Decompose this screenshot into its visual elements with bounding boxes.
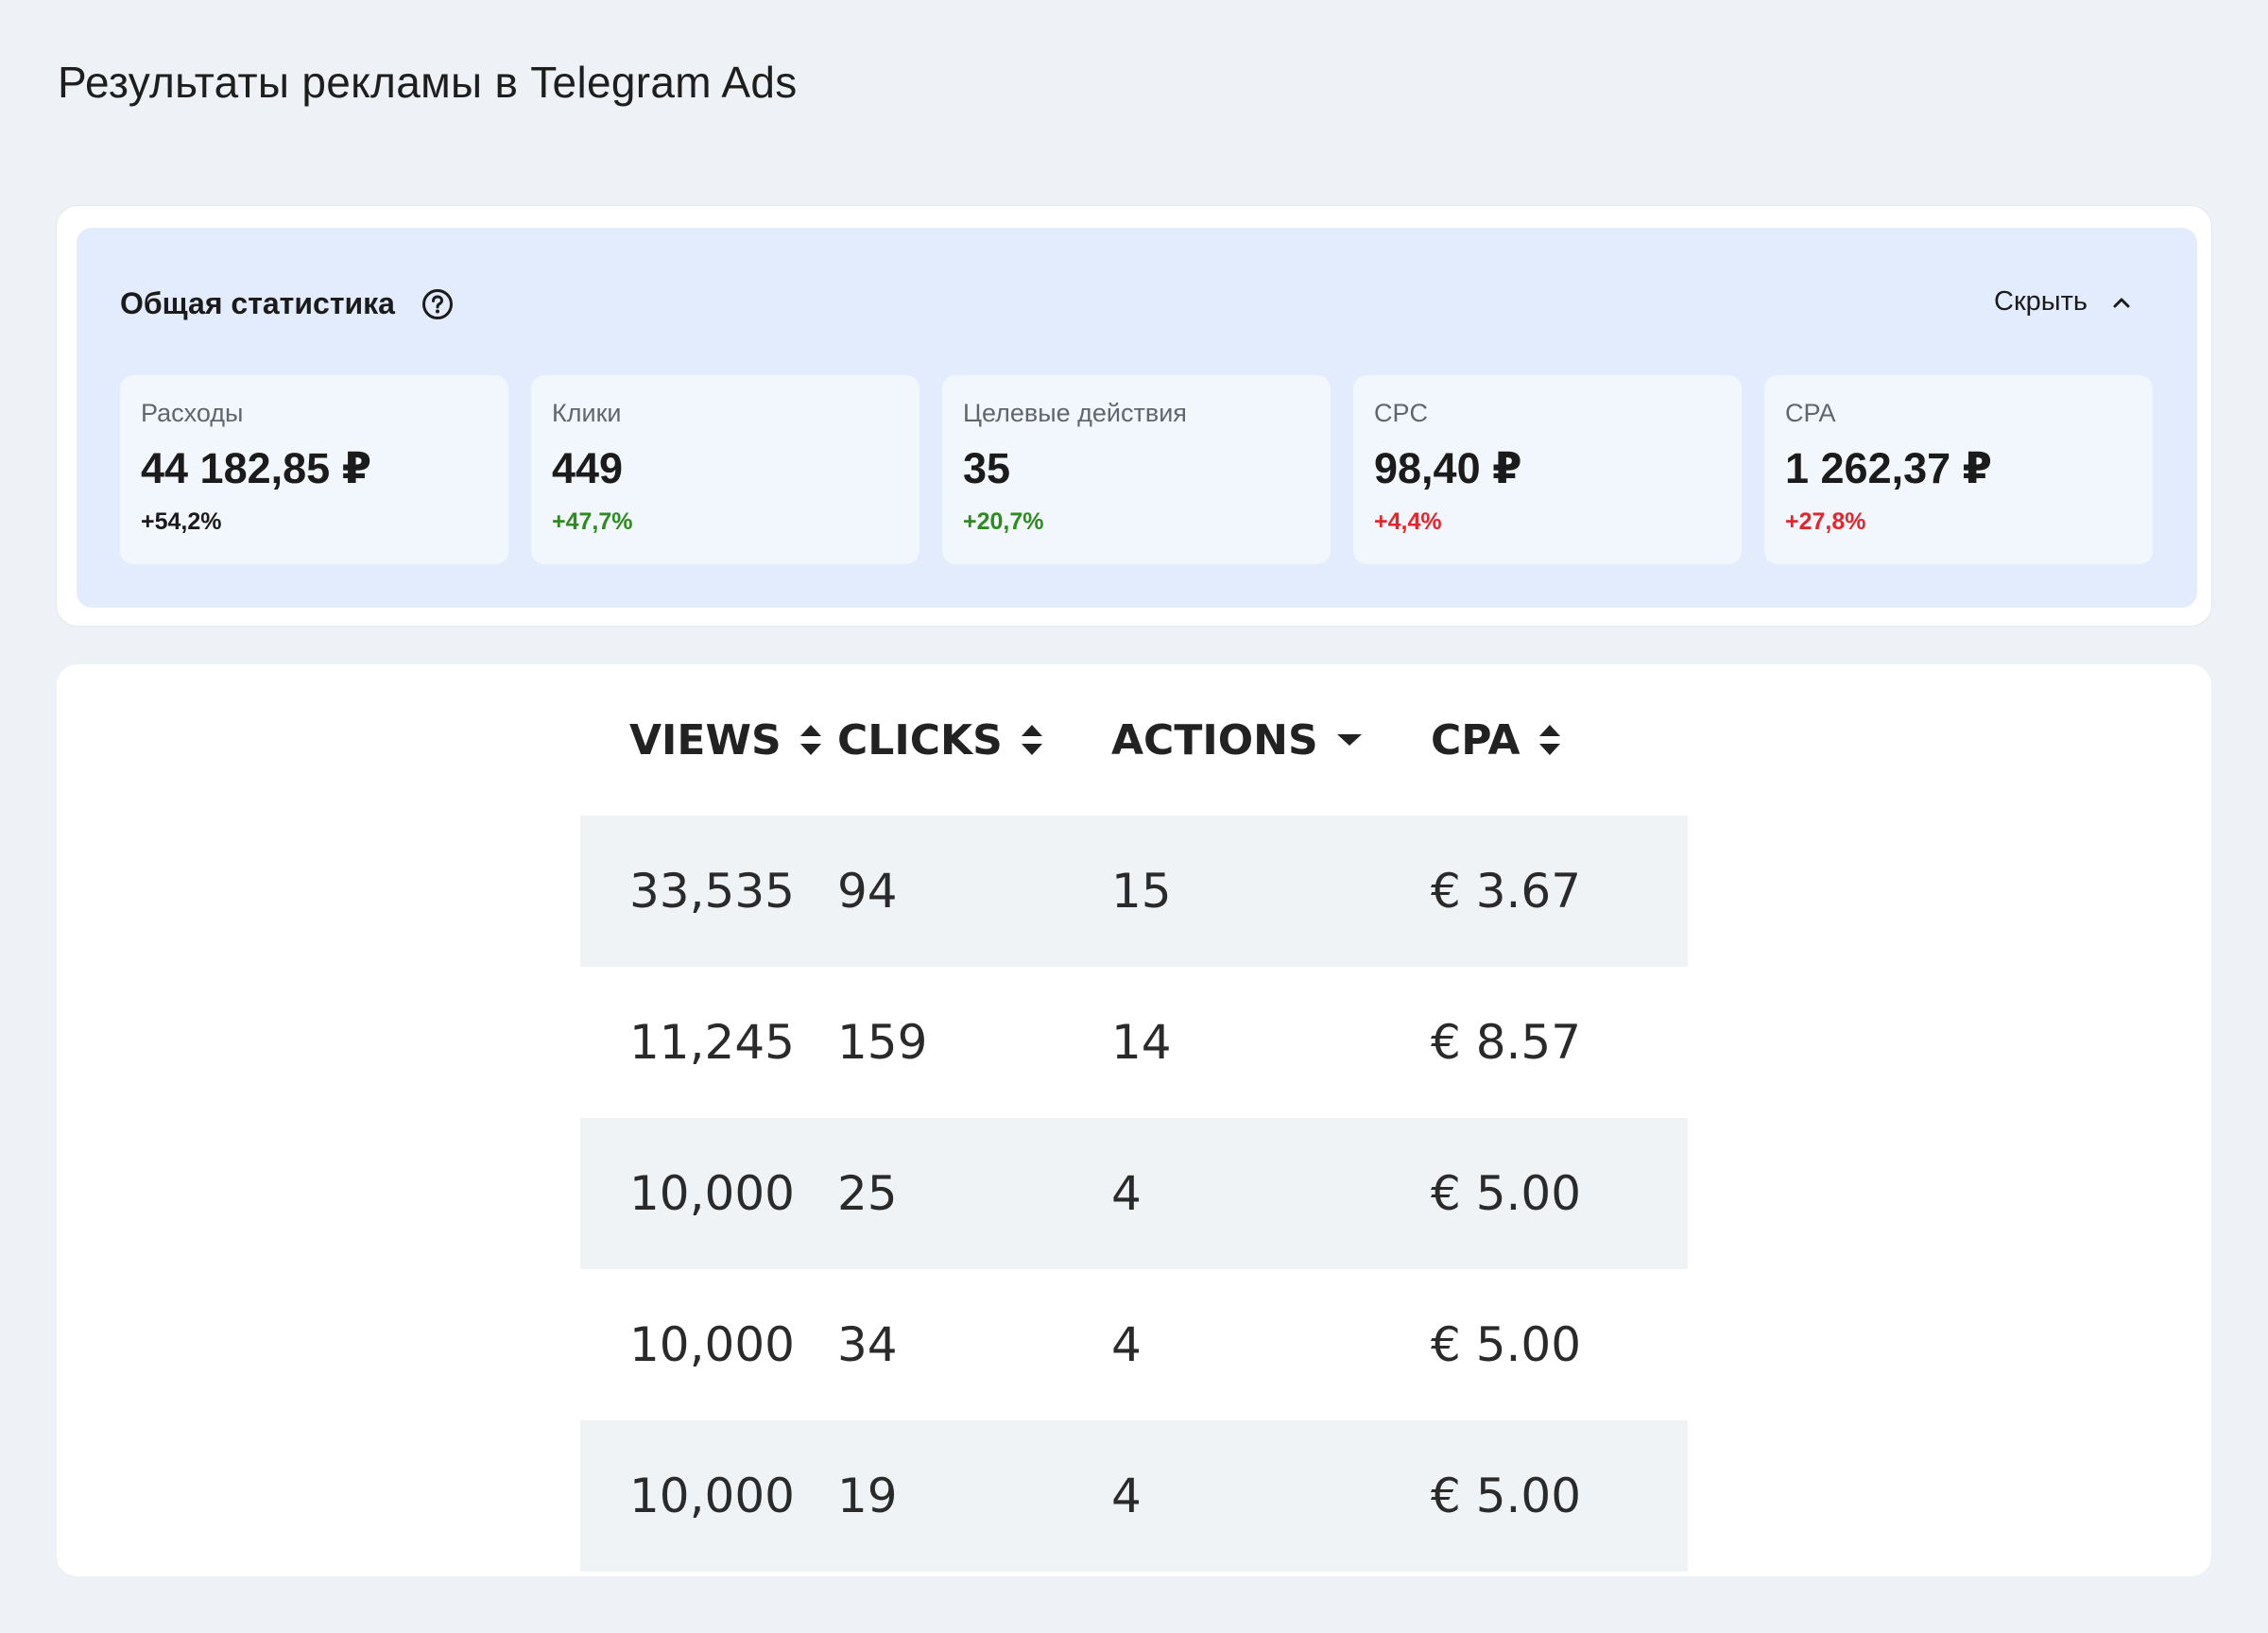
cell-cpa: € 5.00 xyxy=(1431,1469,1582,1523)
cell-clicks: 94 xyxy=(837,864,898,919)
cell-clicks: 159 xyxy=(837,1015,928,1070)
table-row: 10,000 19 4 € 5.00 xyxy=(580,1420,1688,1572)
hide-stats-toggle[interactable]: Скрыть xyxy=(1994,286,2135,318)
stat-card-label: Целевые действия xyxy=(963,399,1187,427)
column-header-views[interactable]: VIEWS xyxy=(580,716,837,765)
table-row: 11,245 159 14 € 8.57 xyxy=(580,967,1688,1118)
stats-title: Общая статистика xyxy=(120,286,395,320)
sort-both-icon xyxy=(1538,723,1562,757)
stat-card-value: 35 xyxy=(963,444,1011,492)
stats-panel-inner: Общая статистика Скрыть Расходы 44 182,8… xyxy=(77,228,2197,608)
column-header-label: CPA xyxy=(1431,715,1521,765)
column-header-label: CLICKS xyxy=(837,715,1003,765)
sort-desc-icon xyxy=(1335,723,1364,757)
cell-clicks: 19 xyxy=(837,1469,898,1523)
column-header-label: ACTIONS xyxy=(1111,715,1318,765)
cell-actions: 4 xyxy=(1111,1469,1142,1523)
sort-both-icon xyxy=(1020,723,1044,757)
table-header: VIEWS CLICKS ACTIONS CPA xyxy=(580,664,1688,816)
cell-cpa: € 5.00 xyxy=(1431,1317,1582,1372)
stat-card-delta: +54,2% xyxy=(141,508,222,535)
cell-cpa: € 8.57 xyxy=(1431,1015,1582,1070)
stats-cards: Расходы 44 182,85 ₽ +54,2% Клики 449 +47… xyxy=(120,375,2153,564)
cell-cpa: € 5.00 xyxy=(1431,1166,1582,1221)
stat-card-delta: +47,7% xyxy=(552,508,633,535)
stat-card-value: 1 262,37 ₽ xyxy=(1785,444,1992,492)
cell-views: 10,000 xyxy=(629,1469,795,1523)
stats-panel: Общая статистика Скрыть Расходы 44 182,8… xyxy=(57,206,2211,626)
cell-actions: 4 xyxy=(1111,1166,1142,1221)
stat-card-label: Расходы xyxy=(141,399,244,427)
column-header-actions[interactable]: ACTIONS xyxy=(1111,716,1431,765)
cell-actions: 4 xyxy=(1111,1317,1142,1372)
results-table-card: VIEWS CLICKS ACTIONS CPA xyxy=(57,664,2211,1576)
table-row: 10,000 25 4 € 5.00 xyxy=(580,1118,1688,1269)
table-row: 33,535 94 15 € 3.67 xyxy=(580,816,1688,967)
stat-card-value: 44 182,85 ₽ xyxy=(141,444,372,492)
stat-card-label: CPA xyxy=(1785,399,1836,427)
cell-views: 10,000 xyxy=(629,1317,795,1372)
column-header-cpa[interactable]: CPA xyxy=(1431,716,1688,765)
stat-card-label: Клики xyxy=(552,399,622,427)
sort-both-icon xyxy=(799,723,823,757)
stat-card-spend: Расходы 44 182,85 ₽ +54,2% xyxy=(120,375,508,564)
stat-card-delta: +4,4% xyxy=(1374,508,1442,535)
cell-views: 10,000 xyxy=(629,1166,795,1221)
cell-cpa: € 3.67 xyxy=(1431,864,1582,919)
cell-clicks: 34 xyxy=(837,1317,898,1372)
stat-card-value: 449 xyxy=(552,444,624,492)
column-header-label: VIEWS xyxy=(629,715,782,765)
table-row: 10,000 34 4 € 5.00 xyxy=(580,1269,1688,1420)
page-title: Результаты рекламы в Telegram Ads xyxy=(58,58,798,107)
hide-label: Скрыть xyxy=(1994,286,2088,317)
stat-card-label: CPC xyxy=(1374,399,1429,427)
question-circle-icon[interactable] xyxy=(421,288,454,320)
stat-card-actions: Целевые действия 35 +20,7% xyxy=(942,375,1331,564)
results-table: VIEWS CLICKS ACTIONS CPA xyxy=(580,664,1688,1572)
cell-actions: 15 xyxy=(1111,864,1172,919)
chevron-up-icon xyxy=(2108,289,2135,316)
stat-card-delta: +20,7% xyxy=(963,508,1044,535)
stat-card-cpa: CPA 1 262,37 ₽ +27,8% xyxy=(1764,375,2153,564)
stat-card-clicks: Клики 449 +47,7% xyxy=(531,375,919,564)
stat-card-cpc: CPC 98,40 ₽ +4,4% xyxy=(1353,375,1742,564)
stat-card-delta: +27,8% xyxy=(1785,508,1866,535)
column-header-clicks[interactable]: CLICKS xyxy=(837,716,1111,765)
cell-views: 33,535 xyxy=(629,864,795,919)
stat-card-value: 98,40 ₽ xyxy=(1374,444,1522,492)
stats-header: Общая статистика xyxy=(120,286,454,321)
cell-clicks: 25 xyxy=(837,1166,898,1221)
cell-actions: 14 xyxy=(1111,1015,1172,1070)
cell-views: 11,245 xyxy=(629,1015,795,1070)
